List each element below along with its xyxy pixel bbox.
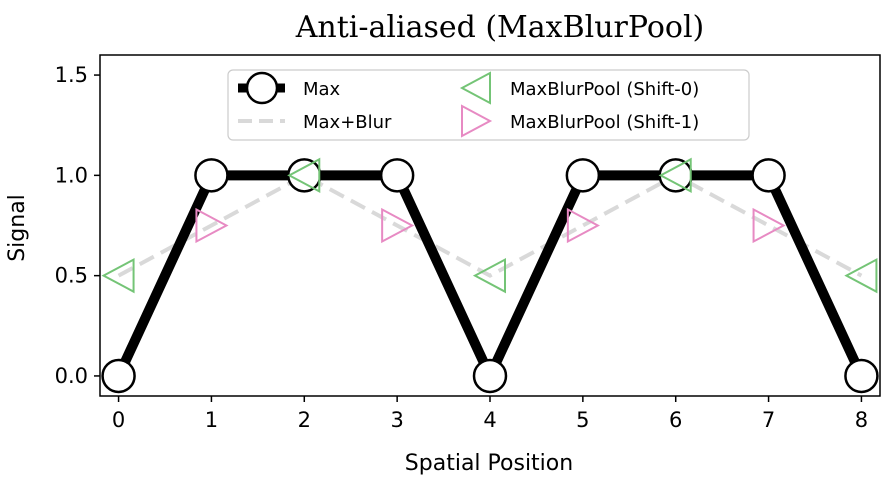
max-point xyxy=(565,158,601,193)
max-point xyxy=(379,158,415,193)
legend-marker-shift0 xyxy=(459,71,491,105)
y-tick-label: 0.5 xyxy=(55,264,88,288)
shift0-point xyxy=(472,257,506,294)
legend-label: MaxBlurPool (Shift-0) xyxy=(510,79,699,100)
legend-box xyxy=(227,69,750,141)
x-tick-label: 2 xyxy=(298,408,311,432)
y-axis-label: Signal xyxy=(5,194,30,262)
max-point xyxy=(287,158,322,193)
legend-label: Max+Blur xyxy=(303,112,392,133)
legend: Max Max+Blur MaxBlurPool (Shift-0) MaxBlurP… xyxy=(227,69,750,141)
x-tick-label: 1 xyxy=(205,408,218,432)
shift0-point xyxy=(287,157,321,194)
shift1-point xyxy=(752,207,786,244)
y-tick-label: 1.0 xyxy=(55,163,88,187)
plot-area: 0 1 2 3 4 5 6 7 8 0.0 0.5 1.0 1.5 xyxy=(55,54,881,432)
x-axis-label: Spatial Position xyxy=(405,451,573,476)
max-point xyxy=(194,158,229,193)
y-tick-label: 1.5 xyxy=(55,63,88,87)
x-tick-label: 8 xyxy=(855,408,868,432)
shift1-point xyxy=(381,207,415,244)
shift0-point xyxy=(844,257,878,294)
series-line-max-blur xyxy=(117,173,863,278)
shift1-point xyxy=(195,207,229,244)
shift0-point xyxy=(101,257,135,294)
max-point xyxy=(101,358,136,394)
x-tick-label: 5 xyxy=(576,408,589,432)
legend-marker-max xyxy=(245,71,279,105)
x-tick-label: 6 xyxy=(669,408,682,432)
chart-title: Anti-aliased (MaxBlurPool) xyxy=(295,10,705,45)
legend-label: Max xyxy=(303,79,341,100)
max-point xyxy=(751,158,786,193)
x-tick-label: 0 xyxy=(112,408,125,432)
x-tick-label: 4 xyxy=(483,408,496,432)
x-tick-label: 3 xyxy=(390,408,403,432)
max-point xyxy=(472,358,508,394)
max-point xyxy=(844,358,879,394)
shift0-point xyxy=(658,157,692,194)
y-tick-label: 0.0 xyxy=(55,364,88,388)
legend-label: MaxBlurPool (Shift-1) xyxy=(510,112,699,133)
shift1-point xyxy=(566,207,600,244)
x-tick-label: 7 xyxy=(762,408,775,432)
legend-marker-shift1 xyxy=(461,104,493,138)
max-point xyxy=(658,158,693,193)
